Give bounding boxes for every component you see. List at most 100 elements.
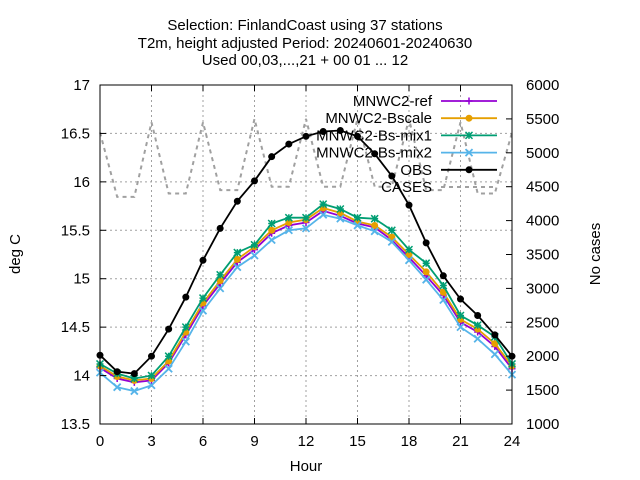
data-point-mnwc2-bs-mix2 (198, 306, 208, 315)
data-point-obs (354, 132, 361, 140)
temperature-series-layer (95, 127, 517, 396)
data-point-mnwc2-bs-mix2 (473, 334, 482, 343)
data-point-mnwc2-bs-mix1 (353, 213, 362, 222)
x-tick-label: 24 (504, 433, 521, 450)
y2-tick-label: 1000 (526, 416, 559, 433)
x-tick-label: 18 (401, 433, 418, 450)
legend-entry-mnwc2-bs-mix1: MNWC2-Bs-mix1 (316, 127, 497, 144)
data-point-obs (405, 201, 413, 209)
data-point-mnwc2-bs-mix2 (456, 323, 465, 332)
data-point-obs (388, 172, 396, 180)
series-cases (99, 118, 513, 198)
data-point-mnwc2-bs-mix2 (336, 214, 345, 223)
y2-tick-label: 5000 (526, 145, 559, 162)
chart-title: Selection: FinlandCoast using 37 station… (138, 17, 472, 69)
data-point-mnwc2-bs-mix1 (439, 281, 448, 290)
data-point-obs (113, 368, 121, 376)
data-point-mnwc2-bs-mix1 (181, 323, 190, 332)
data-point-mnwc2-bs-mix1 (130, 374, 139, 383)
data-point-obs (336, 127, 344, 135)
legend-label: CASES (381, 179, 432, 196)
x-tick-labels: 0 3 6 9 12 15 18 21 24 (96, 433, 521, 450)
data-point-obs (268, 153, 276, 161)
data-point-mnwc2-bs-mix1 (370, 214, 379, 223)
y2-tick-label: 2000 (526, 348, 559, 365)
series-obs (96, 127, 516, 378)
data-point-mnwc2-bs-mix1 (198, 294, 208, 303)
data-point-mnwc2-bs-mix1 (250, 240, 259, 249)
data-point-mnwc2-bscale (371, 221, 379, 229)
data-point-mnwc2-bs-mix2 (181, 337, 190, 346)
y2-axis-label: No cases (587, 223, 604, 286)
legend-entry-mnwc2-bscale: MNWC2-Bscale (325, 110, 497, 127)
data-point-mnwc2-bscale (491, 340, 499, 348)
data-point-mnwc2-bs-mix2 (284, 226, 293, 235)
data-point-mnwc2-bs-mix1 (216, 270, 225, 279)
legend-entry-cases: CASES (381, 179, 497, 196)
x-tick-label: 15 (349, 433, 366, 450)
series-line-mnwc2-bscale (99, 207, 513, 382)
data-point-mnwc2-bs-mix1 (456, 311, 465, 320)
chart-title-line-3: Used 00,03,...,21 + 00 01 ... 12 (202, 52, 408, 69)
data-point-mnwc2-bs-mix2 (147, 381, 156, 390)
data-point-mnwc2-bs-mix2 (439, 295, 448, 305)
x-axis-label: Hour (290, 458, 323, 475)
data-point-mnwc2-bs-mix1 (164, 352, 173, 361)
y-axis-label: deg C (7, 234, 24, 274)
data-point-mnwc2-bs-mix2 (490, 350, 499, 359)
y-tick-label: 16 (73, 174, 90, 191)
legend-entry-obs: OBS (400, 162, 497, 179)
x-tick-label: 9 (250, 433, 258, 450)
data-point-obs (302, 132, 310, 140)
y2-tick-label: 5500 (526, 111, 559, 128)
data-point-mnwc2-bs-mix2 (301, 224, 311, 233)
data-point-mnwc2-bs-mix2 (387, 237, 396, 247)
data-point-obs (182, 293, 190, 301)
data-point-mnwc2-bs-mix2 (130, 386, 139, 396)
data-point-mnwc2-bs-mix2 (233, 262, 242, 272)
x-tick-label: 12 (298, 433, 315, 450)
data-point-obs (148, 352, 155, 360)
data-point-mnwc2-bs-mix1 (319, 200, 328, 209)
data-point-mnwc2-bs-mix1 (233, 248, 242, 257)
y-tick-label: 17 (73, 77, 90, 94)
y2-tick-labels: 1000 1500 2000 2500 3000 3500 4000 4500 5000 5500… (526, 77, 559, 433)
data-point-obs (474, 312, 482, 320)
data-point-mnwc2-bs-mix2 (164, 364, 173, 373)
y-tick-label: 13.5 (61, 416, 90, 433)
series-mnwc2-bs-mix2 (95, 210, 517, 396)
data-point-mnwc2-bs-mix2 (216, 284, 225, 293)
legend-label: MNWC2-ref (353, 93, 433, 110)
data-point-mnwc2-bs-mix2 (422, 275, 431, 284)
legend-label: MNWC2-Bscale (325, 110, 432, 127)
legend-marker (465, 166, 473, 174)
data-point-obs (216, 224, 224, 232)
data-point-mnwc2-bs-mix1 (473, 321, 482, 330)
series-line-cases (99, 118, 513, 198)
x-tick-label: 0 (96, 433, 104, 450)
data-point-obs (371, 150, 379, 158)
data-point-mnwc2-bs-mix2 (370, 227, 379, 236)
y2-tick-label: 1500 (526, 382, 559, 399)
legend-marker (464, 148, 474, 157)
legend-entry-mnwc2-bs-mix2: MNWC2-Bs-mix2 (316, 145, 497, 162)
axis-ticks (99, 84, 513, 425)
y-tick-label: 14 (73, 368, 90, 385)
data-point-obs (457, 295, 464, 303)
data-point-obs (439, 272, 447, 280)
y2-tick-label: 6000 (526, 77, 559, 94)
data-point-mnwc2-bscale (422, 268, 430, 276)
y2-tick-label: 2500 (526, 314, 559, 331)
legend-label: OBS (400, 162, 432, 179)
y2-tick-label: 3500 (526, 247, 559, 264)
legend-label: MNWC2-Bs-mix2 (316, 145, 432, 162)
y-tick-labels: 13.5 14 14.5 15 15.5 16 16.5 17 (61, 77, 90, 433)
legend-marker (465, 97, 473, 105)
data-point-mnwc2-bs-mix1 (336, 204, 345, 214)
data-point-mnwc2-bs-mix2 (113, 383, 122, 392)
data-point-obs (165, 325, 173, 333)
y2-tick-label: 3000 (526, 280, 559, 297)
y2-tick-label: 4000 (526, 213, 559, 230)
data-point-mnwc2-bs-mix2 (250, 251, 259, 260)
data-point-obs (233, 197, 241, 205)
